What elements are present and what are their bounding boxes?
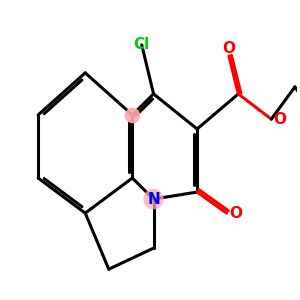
Text: O: O <box>274 112 286 127</box>
Text: Cl: Cl <box>134 37 150 52</box>
Text: O: O <box>222 41 236 56</box>
Text: O: O <box>229 206 242 220</box>
Text: N: N <box>147 192 160 207</box>
